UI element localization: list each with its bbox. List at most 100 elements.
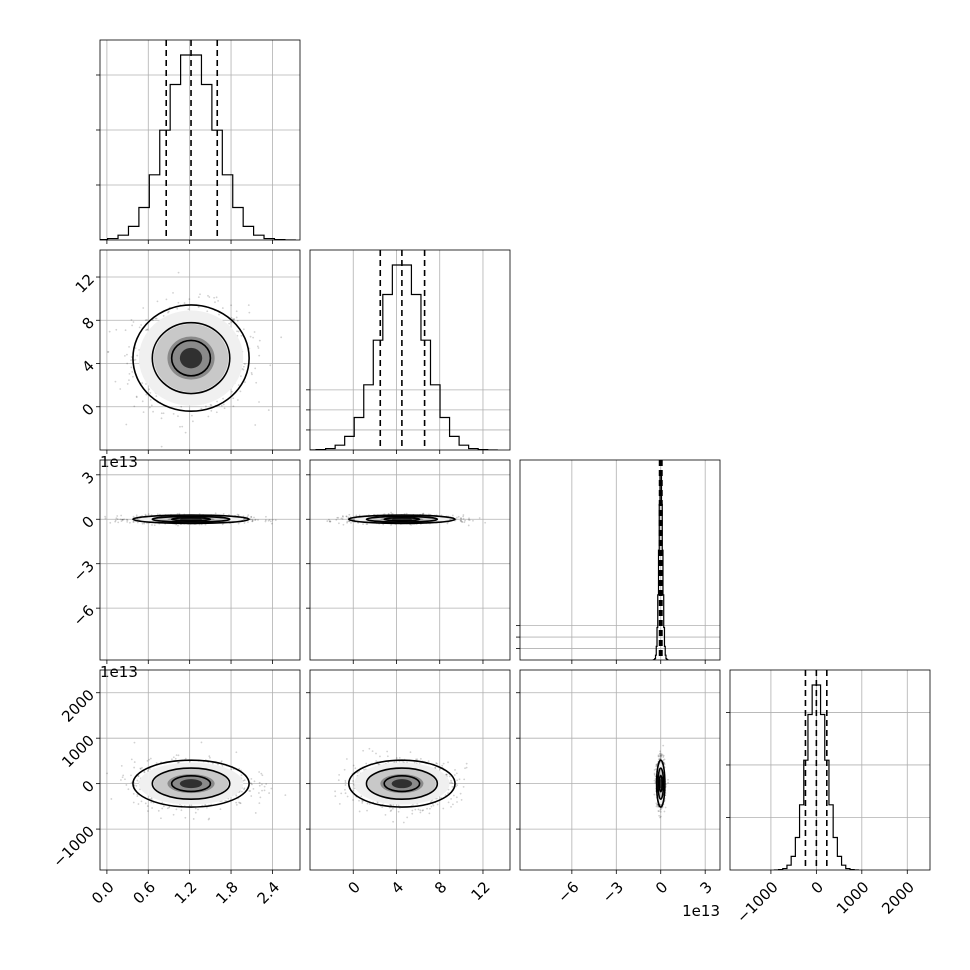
sample-point [206, 310, 209, 313]
sample-point [419, 809, 422, 812]
sample-point [235, 803, 238, 806]
histogram-panel-0 [96, 39, 301, 244]
sample-point [375, 760, 378, 762]
contour-1 [151, 321, 231, 395]
sample-point [135, 784, 138, 787]
sample-point [143, 522, 146, 525]
panel-content [310, 670, 510, 870]
sample-point [179, 425, 181, 428]
sample-point [439, 768, 441, 770]
sample-point [659, 750, 662, 753]
sample-point [236, 330, 238, 333]
sample-point [251, 373, 253, 376]
sample-point [188, 298, 191, 300]
panel-frame [99, 669, 301, 871]
sample-point [368, 803, 371, 805]
sample-point [161, 807, 164, 810]
sample-point [366, 523, 369, 525]
sample-point [256, 345, 259, 348]
sample-point [123, 354, 126, 357]
panel-frame [309, 249, 511, 451]
sample-point [334, 790, 336, 793]
sample-point [152, 410, 154, 413]
sample-point [204, 523, 207, 526]
sample-point [231, 390, 233, 393]
sample-point [366, 802, 369, 805]
sample-point [457, 515, 460, 518]
contour-0 [383, 516, 421, 522]
sample-point [667, 778, 669, 781]
sample-point [146, 328, 149, 331]
sample-point [270, 787, 273, 790]
sample-point [166, 807, 169, 810]
sample-point [478, 517, 481, 519]
sample-point [125, 423, 128, 426]
sample-point [207, 294, 209, 297]
sample-point [177, 415, 179, 418]
sample-point [228, 322, 231, 325]
sample-point [150, 404, 153, 407]
contour-0 [383, 775, 421, 793]
sample-point [382, 523, 385, 526]
sample-point [352, 799, 354, 801]
sample-point [243, 788, 245, 791]
sample-point [140, 324, 143, 326]
sample-point [115, 517, 118, 520]
sample-point [442, 807, 445, 810]
sample-point [104, 515, 107, 518]
sample-point [655, 764, 658, 767]
sample-point [110, 798, 113, 800]
sample-point [329, 520, 332, 523]
sample-point [236, 399, 239, 401]
y-offset-label: 1e13 [100, 663, 138, 681]
sample-point [263, 785, 266, 788]
sample-point [365, 762, 368, 765]
sample-point [235, 310, 238, 313]
sample-point [144, 319, 147, 322]
sample-point [484, 521, 487, 524]
sample-point [177, 524, 179, 527]
sample-point [197, 296, 200, 299]
sample-point [200, 741, 203, 744]
sample-point [215, 296, 218, 299]
sample-point [465, 762, 468, 765]
sample-point [132, 375, 134, 378]
sample-point [146, 759, 149, 762]
sample-point [663, 810, 666, 813]
sample-point [284, 794, 287, 797]
sample-point [251, 518, 254, 521]
sample-point [233, 318, 236, 321]
sample-point [214, 512, 217, 515]
sample-point [222, 403, 225, 406]
sample-point [467, 524, 470, 527]
contour-2 [132, 304, 250, 413]
histogram-panel-2 [516, 459, 721, 664]
sample-point [336, 516, 339, 519]
sample-point [379, 755, 381, 758]
sample-point [120, 779, 122, 781]
sample-point [422, 512, 425, 515]
sample-point [213, 296, 216, 299]
sample-point [456, 779, 459, 782]
x-tick-label: 0.0 [88, 878, 118, 908]
sample-point [145, 393, 148, 396]
sample-point [107, 350, 110, 353]
scatter-panel-1-3: 0 4 8 12 [306, 669, 511, 904]
sample-point [344, 779, 347, 782]
sample-point [130, 774, 132, 777]
sample-point [167, 310, 170, 313]
sample-point [345, 515, 348, 518]
sample-point [217, 763, 219, 766]
sample-point [352, 780, 354, 782]
sample-point [335, 518, 338, 521]
sample-point [395, 757, 398, 759]
sample-point [405, 512, 408, 515]
sample-point [171, 758, 173, 761]
sample-point [167, 311, 169, 314]
sample-point [210, 404, 213, 407]
sample-point [390, 511, 393, 514]
sample-point [208, 817, 211, 820]
sample-point [191, 414, 193, 417]
sample-point [127, 788, 130, 791]
sample-point [447, 761, 449, 764]
